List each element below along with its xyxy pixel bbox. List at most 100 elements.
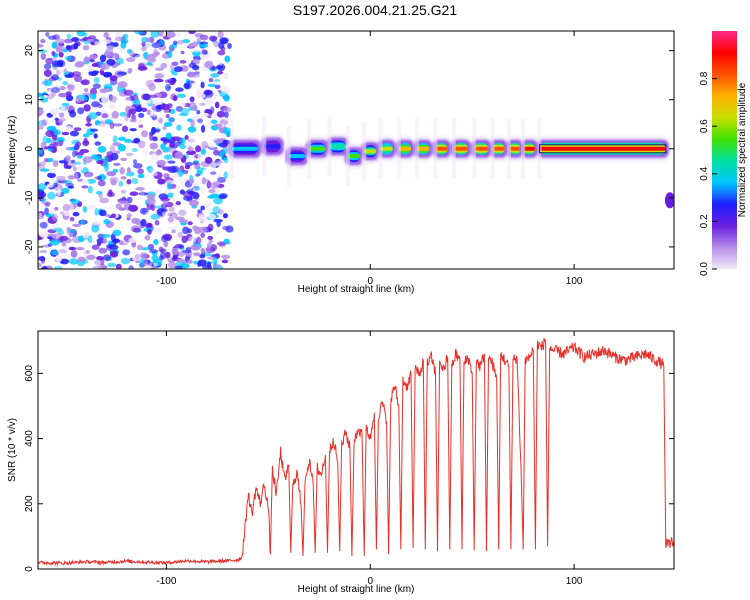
noise-speckle xyxy=(105,45,115,50)
noise-speckle xyxy=(191,182,199,187)
noise-speckle xyxy=(126,167,131,173)
noise-speckle xyxy=(47,236,53,240)
noise-speckle xyxy=(186,80,195,84)
noise-speckle xyxy=(49,210,55,215)
noise-speckle xyxy=(167,261,177,269)
noise-speckle xyxy=(91,63,99,67)
noise-speckle xyxy=(61,187,70,194)
noise-speckle xyxy=(160,62,168,69)
noise-speckle xyxy=(197,209,203,214)
noise-speckle xyxy=(132,163,143,169)
noise-speckle xyxy=(140,130,149,138)
noise-speckle xyxy=(126,213,132,219)
noise-speckle xyxy=(109,95,118,103)
noise-speckle xyxy=(158,117,163,124)
noise-speckle xyxy=(128,51,136,57)
noise-speckle xyxy=(77,107,85,115)
noise-speckle xyxy=(69,216,75,222)
snr-y-tick-label: 600 xyxy=(24,365,35,382)
noise-speckle xyxy=(136,244,143,251)
noise-speckle xyxy=(174,265,183,269)
noise-speckle xyxy=(200,187,205,195)
noise-speckle xyxy=(195,88,203,94)
noise-speckle xyxy=(139,258,145,266)
noise-speckle xyxy=(102,254,112,261)
noise-speckle xyxy=(47,35,57,40)
noise-speckle xyxy=(61,102,70,107)
noise-speckle xyxy=(169,64,175,71)
noise-speckle xyxy=(110,152,119,161)
noise-speckle xyxy=(197,259,208,267)
noise-speckle xyxy=(65,165,72,170)
noise-speckle xyxy=(146,99,152,104)
noise-speckle xyxy=(201,177,207,185)
noise-speckle xyxy=(112,135,118,143)
noise-speckle xyxy=(207,235,214,240)
noise-speckle xyxy=(212,256,218,265)
noise-speckle xyxy=(38,43,44,48)
noise-speckle xyxy=(223,171,228,179)
noise-speckle xyxy=(137,168,145,175)
noise-speckle xyxy=(103,50,112,58)
noise-speckle xyxy=(104,119,113,125)
noise-speckle xyxy=(81,180,90,184)
noise-speckle xyxy=(43,94,48,99)
noise-speckle xyxy=(48,168,57,174)
noise-speckle xyxy=(63,210,71,217)
noise-speckle xyxy=(117,136,126,142)
noise-speckle xyxy=(199,253,206,259)
noise-speckle xyxy=(94,141,102,146)
noise-speckle xyxy=(137,140,146,149)
spectrogram-y-tick-label: -10 xyxy=(24,190,35,205)
noise-speckle xyxy=(82,32,88,38)
noise-speckle xyxy=(109,145,116,153)
noise-speckle xyxy=(187,259,193,264)
noise-speckle xyxy=(102,39,112,44)
noise-speckle xyxy=(189,199,199,207)
snr-y-label: SNR (10 * v/v) xyxy=(7,418,18,482)
noise-speckle xyxy=(59,258,70,265)
noise-speckle xyxy=(141,247,150,251)
noise-speckle xyxy=(39,221,48,229)
noise-speckle xyxy=(196,109,201,115)
noise-speckle xyxy=(77,235,85,243)
noise-speckle xyxy=(220,86,231,94)
noise-speckle xyxy=(207,223,214,232)
noise-speckle xyxy=(103,31,109,38)
noise-speckle xyxy=(67,175,76,180)
noise-speckle xyxy=(208,77,214,83)
noise-speckle xyxy=(95,190,103,195)
noise-speckle xyxy=(128,265,134,269)
noise-speckle xyxy=(134,31,144,35)
noise-speckle xyxy=(179,144,187,150)
noise-speckle xyxy=(192,191,200,200)
noise-speckle xyxy=(189,96,195,103)
noise-speckle xyxy=(97,145,107,153)
spectrogram-signal xyxy=(228,116,674,209)
noise-speckle xyxy=(51,41,58,49)
noise-speckle xyxy=(153,189,162,193)
noise-speckle xyxy=(58,86,67,91)
noise-speckle xyxy=(213,40,220,48)
noise-speckle xyxy=(149,249,159,254)
noise-speckle xyxy=(216,60,223,67)
noise-speckle xyxy=(113,42,119,48)
noise-speckle xyxy=(50,92,57,97)
noise-speckle xyxy=(192,64,200,71)
noise-speckle xyxy=(65,105,75,111)
noise-speckle xyxy=(109,104,116,110)
snr-ticks: -100 0 100 0 200 400 600 xyxy=(24,331,674,587)
snr-plot-area xyxy=(38,331,674,569)
noise-speckle xyxy=(154,150,163,156)
noise-speckle xyxy=(129,118,138,123)
noise-speckle xyxy=(98,247,108,254)
noise-speckle xyxy=(42,265,48,269)
noise-speckle xyxy=(146,109,152,116)
noise-speckle xyxy=(157,178,166,185)
noise-speckle xyxy=(223,238,230,245)
noise-speckle xyxy=(200,124,206,133)
noise-speckle xyxy=(56,188,61,197)
noise-speckle xyxy=(70,159,76,164)
noise-speckle xyxy=(147,165,154,174)
